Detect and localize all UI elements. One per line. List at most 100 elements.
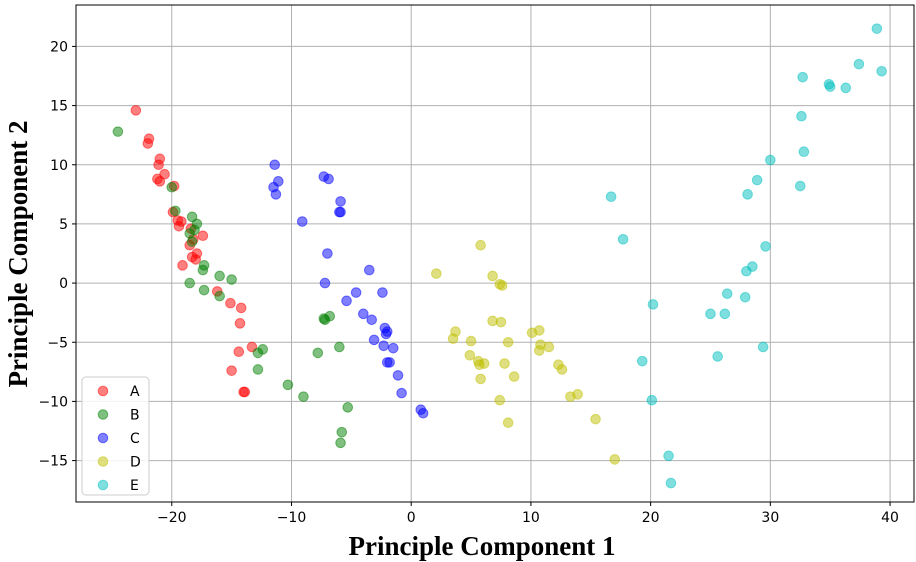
point-e — [617, 234, 629, 245]
point-e — [840, 82, 852, 94]
point-d — [590, 413, 601, 425]
point-c — [417, 407, 429, 419]
legend-marker-c — [97, 432, 109, 444]
point-b — [335, 437, 346, 449]
point-c — [350, 287, 362, 298]
point-b — [336, 426, 348, 438]
point-c — [392, 370, 404, 381]
point-a — [173, 220, 185, 232]
point-b — [112, 126, 124, 137]
x-tick-label: 40 — [881, 510, 899, 526]
point-d — [502, 336, 514, 348]
y-tick-label: 10 — [50, 158, 68, 174]
point-e — [796, 110, 807, 122]
point-d — [475, 373, 486, 385]
point-b — [170, 205, 181, 217]
point-d — [447, 333, 459, 345]
point-e — [853, 58, 865, 70]
point-a — [154, 176, 166, 187]
point-c — [270, 189, 282, 200]
point-b — [226, 274, 237, 285]
point-a — [233, 346, 245, 358]
point-a — [177, 260, 188, 271]
point-e — [712, 351, 723, 362]
point-e — [876, 65, 887, 77]
x-axis-label: Principle Component 1 — [349, 531, 616, 561]
point-d — [609, 454, 621, 465]
point-e — [798, 146, 810, 158]
point-d — [572, 389, 583, 400]
y-tick-label: 20 — [50, 39, 68, 55]
legend-label-a: A — [130, 384, 140, 400]
point-b — [197, 264, 209, 276]
point-a — [225, 297, 236, 309]
point-d — [464, 349, 476, 361]
point-d — [499, 358, 510, 369]
point-b — [342, 402, 354, 413]
legend-marker-e — [97, 479, 109, 491]
point-d — [508, 371, 520, 382]
point-d — [478, 358, 490, 369]
point-d — [543, 341, 555, 353]
y-tick-label: 15 — [50, 99, 68, 115]
point-e — [747, 261, 758, 272]
point-e — [742, 189, 753, 200]
point-d — [496, 280, 508, 291]
point-d — [495, 316, 507, 328]
point-a — [239, 386, 251, 398]
point-c — [341, 295, 352, 307]
point-c — [364, 264, 375, 276]
legend-marker-b — [97, 409, 109, 420]
point-c — [381, 326, 393, 337]
point-e — [797, 71, 808, 83]
point-b — [282, 379, 294, 391]
point-a — [130, 105, 142, 116]
point-e — [646, 394, 658, 406]
point-e — [871, 23, 883, 34]
point-b — [298, 391, 309, 402]
y-tick-label: −15 — [38, 454, 68, 470]
point-d — [465, 335, 477, 347]
point-d — [533, 345, 545, 356]
x-axis-ticks: −20 −10 0 10 20 30 40 — [157, 502, 899, 526]
point-c — [273, 176, 284, 187]
y-tick-label: 0 — [59, 276, 68, 292]
legend-box — [81, 376, 150, 496]
point-e — [719, 308, 731, 320]
point-c — [319, 277, 331, 289]
point-b — [198, 284, 210, 296]
point-c — [396, 387, 407, 399]
legend-label-d: D — [130, 455, 141, 471]
point-c — [296, 216, 308, 227]
point-c — [335, 206, 346, 218]
point-c — [368, 334, 380, 346]
point-e — [721, 288, 733, 300]
point-d — [502, 417, 514, 429]
point-d — [494, 394, 506, 406]
point-b — [252, 364, 264, 375]
point-d — [487, 270, 498, 282]
point-e — [765, 154, 776, 166]
point-b — [257, 344, 269, 355]
point-b — [186, 236, 198, 247]
legend-label-c: C — [130, 431, 140, 447]
point-a — [142, 138, 154, 149]
point-e — [665, 477, 677, 489]
point-a — [226, 365, 237, 376]
x-tick-label: −10 — [277, 510, 307, 526]
point-e — [739, 291, 751, 303]
point-c — [269, 159, 281, 171]
point-e — [760, 241, 771, 252]
data-points — [112, 23, 887, 489]
point-b — [214, 270, 225, 282]
y-tick-label: 5 — [59, 217, 68, 233]
point-c — [358, 308, 369, 320]
point-b — [312, 347, 324, 359]
x-tick-label: 20 — [642, 510, 660, 526]
y-tick-label: −5 — [47, 335, 68, 351]
y-axis-label: Principle Component 2 — [3, 121, 33, 388]
point-a — [234, 318, 246, 329]
point-e — [757, 341, 769, 353]
